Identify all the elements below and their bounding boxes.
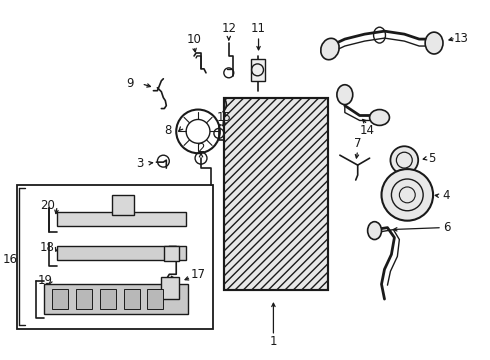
Bar <box>17 185 213 329</box>
Bar <box>112 195 134 215</box>
FancyArrowPatch shape <box>223 100 226 112</box>
Text: 3: 3 <box>136 157 143 170</box>
Bar <box>123 289 140 309</box>
Text: 6: 6 <box>443 221 451 234</box>
Text: 15: 15 <box>217 111 231 124</box>
Text: 12: 12 <box>221 22 236 35</box>
Text: 20: 20 <box>40 199 55 212</box>
Bar <box>224 98 328 290</box>
Text: 8: 8 <box>165 124 172 137</box>
Text: 18: 18 <box>40 241 55 254</box>
Text: 11: 11 <box>251 22 266 35</box>
Text: 7: 7 <box>354 137 362 150</box>
Circle shape <box>391 146 418 174</box>
Bar <box>52 289 68 309</box>
Text: 2: 2 <box>197 142 205 155</box>
Bar <box>161 277 179 299</box>
Bar <box>250 59 266 81</box>
Ellipse shape <box>368 222 382 239</box>
Bar <box>57 247 186 260</box>
Text: 5: 5 <box>428 152 436 165</box>
Ellipse shape <box>369 109 390 125</box>
Text: 19: 19 <box>38 274 53 287</box>
Text: 9: 9 <box>126 77 133 90</box>
Text: 10: 10 <box>187 33 201 46</box>
Ellipse shape <box>425 32 443 54</box>
Bar <box>57 212 186 226</box>
Text: 13: 13 <box>453 32 468 45</box>
Text: 14: 14 <box>360 124 375 137</box>
Text: 4: 4 <box>442 189 450 202</box>
Text: 1: 1 <box>270 335 277 348</box>
Ellipse shape <box>337 85 353 105</box>
Bar <box>76 289 92 309</box>
Ellipse shape <box>321 38 339 60</box>
Text: 16: 16 <box>3 253 18 266</box>
Bar <box>224 98 328 290</box>
Bar <box>44 284 188 314</box>
Bar <box>164 247 179 261</box>
Bar <box>147 289 163 309</box>
Circle shape <box>382 169 433 221</box>
Bar <box>100 289 116 309</box>
Text: 17: 17 <box>191 268 205 281</box>
